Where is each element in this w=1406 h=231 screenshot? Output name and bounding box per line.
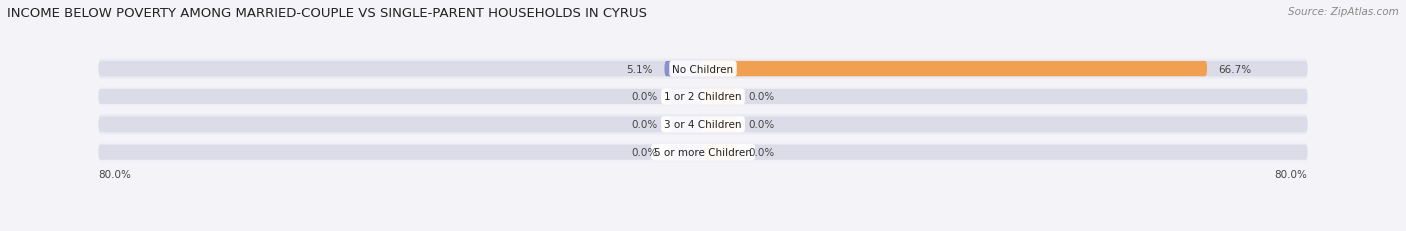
FancyBboxPatch shape (98, 117, 1308, 132)
Text: 1 or 2 Children: 1 or 2 Children (664, 92, 742, 102)
Text: 0.0%: 0.0% (748, 92, 775, 102)
Text: 80.0%: 80.0% (1275, 169, 1308, 179)
Text: No Children: No Children (672, 64, 734, 74)
FancyBboxPatch shape (98, 62, 1308, 77)
Text: 3 or 4 Children: 3 or 4 Children (664, 120, 742, 130)
FancyBboxPatch shape (703, 62, 1208, 77)
Text: 66.7%: 66.7% (1219, 64, 1251, 74)
FancyBboxPatch shape (703, 145, 737, 160)
Text: 80.0%: 80.0% (98, 169, 131, 179)
FancyBboxPatch shape (98, 143, 1308, 162)
Text: 0.0%: 0.0% (631, 120, 658, 130)
Text: 0.0%: 0.0% (631, 92, 658, 102)
Text: INCOME BELOW POVERTY AMONG MARRIED-COUPLE VS SINGLE-PARENT HOUSEHOLDS IN CYRUS: INCOME BELOW POVERTY AMONG MARRIED-COUPL… (7, 7, 647, 20)
FancyBboxPatch shape (98, 89, 1308, 105)
Text: Source: ZipAtlas.com: Source: ZipAtlas.com (1288, 7, 1399, 17)
FancyBboxPatch shape (703, 89, 737, 105)
Text: 0.0%: 0.0% (631, 147, 658, 158)
FancyBboxPatch shape (98, 115, 1308, 135)
FancyBboxPatch shape (669, 89, 703, 105)
FancyBboxPatch shape (98, 145, 1308, 160)
FancyBboxPatch shape (669, 145, 703, 160)
Text: 5.1%: 5.1% (627, 64, 654, 74)
Text: 5 or more Children: 5 or more Children (654, 147, 752, 158)
FancyBboxPatch shape (98, 87, 1308, 107)
Text: 0.0%: 0.0% (748, 120, 775, 130)
FancyBboxPatch shape (703, 117, 737, 132)
FancyBboxPatch shape (98, 59, 1308, 79)
Text: 0.0%: 0.0% (748, 147, 775, 158)
FancyBboxPatch shape (665, 62, 703, 77)
FancyBboxPatch shape (669, 117, 703, 132)
